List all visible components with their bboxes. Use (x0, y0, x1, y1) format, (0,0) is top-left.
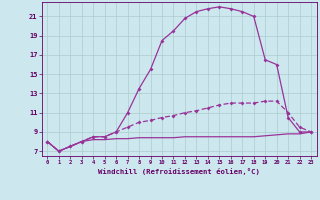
X-axis label: Windchill (Refroidissement éolien,°C): Windchill (Refroidissement éolien,°C) (98, 168, 260, 175)
